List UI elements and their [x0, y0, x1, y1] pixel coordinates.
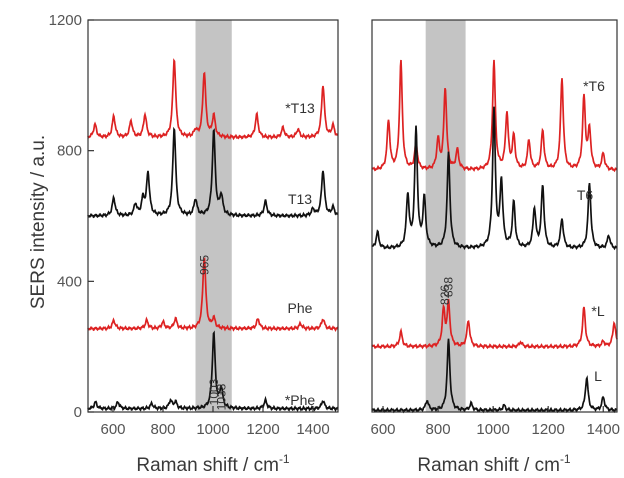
spectrum-line-star-l	[371, 298, 618, 350]
left-series-labels: *T13 T13 Phe *Phe	[285, 100, 316, 408]
left-highlight-band	[195, 20, 232, 412]
x-tick-label: 1000	[476, 421, 509, 438]
series-label: T6	[577, 187, 594, 203]
x-tick-label: 1200	[531, 421, 564, 438]
x-tick-label: 600	[370, 421, 395, 438]
spectrum-line-phe	[87, 257, 339, 333]
left-x-axis-title: Raman shift / cm-1	[136, 452, 290, 476]
x-tick-label: 1200	[246, 421, 279, 438]
right-axis-ticks: 600 800 1000 1200 1400	[370, 406, 620, 438]
x-tick-label: 600	[100, 421, 125, 438]
x-tick-label: 800	[150, 421, 175, 438]
peak-annotation: 965	[197, 255, 211, 275]
y-tick-label: 400	[57, 273, 82, 290]
left-x-axis-title-text: Raman shift / cm	[136, 455, 279, 476]
series-label: T13	[288, 191, 312, 207]
x-tick-label: 800	[426, 421, 451, 438]
right-x-axis-title: Raman shift / cm-1	[417, 452, 571, 476]
right-x-axis-title-sup: -1	[560, 452, 571, 466]
spectrum-line-l	[371, 338, 618, 414]
x-tick-label: 1400	[587, 421, 620, 438]
peak-annotation: 1003	[207, 378, 221, 405]
right-spectra-lines	[371, 59, 618, 414]
right-plot-frame	[371, 19, 618, 413]
peak-annotation: 838	[442, 277, 456, 297]
series-label: *T13	[285, 100, 315, 116]
left-axis-ticks: 600 800 1000 1200 1400 0 400 800 1200	[49, 12, 330, 438]
spectrum-line-star-t13	[87, 58, 339, 141]
y-tick-label: 800	[57, 143, 82, 160]
x-tick-label: 1400	[296, 421, 329, 438]
spectrum-line-t13	[87, 126, 339, 219]
left-spectra-lines	[87, 58, 339, 413]
series-label: L	[594, 368, 602, 384]
peak-annotation: 826	[438, 285, 452, 305]
left-x-axis-title-sup: -1	[279, 452, 290, 466]
y-tick-label: 1200	[49, 12, 82, 29]
spectrum-line-star-t6	[371, 59, 618, 173]
shaded-band	[195, 20, 232, 412]
series-label: *L	[591, 303, 604, 319]
series-label: *Phe	[285, 392, 316, 408]
x-tick-label: 1000	[196, 421, 229, 438]
peak-annotation: 1033	[214, 383, 228, 410]
spectrum-line-t6	[371, 106, 618, 251]
y-tick-label: 0	[74, 404, 82, 421]
right-series-labels: *T6 T6 *L L	[577, 78, 605, 384]
series-label: Phe	[288, 300, 313, 316]
series-label: *T6	[583, 78, 605, 94]
spectrum-line-star-phe	[87, 330, 339, 413]
right-x-axis-title-text: Raman shift / cm	[417, 455, 560, 476]
left-spectra-panel: 600 800 1000 1200 1400 0 400 800 1200 *T13 T13 Phe…	[49, 12, 339, 476]
y-axis-title: SERS intensity / a.u.	[28, 135, 49, 309]
